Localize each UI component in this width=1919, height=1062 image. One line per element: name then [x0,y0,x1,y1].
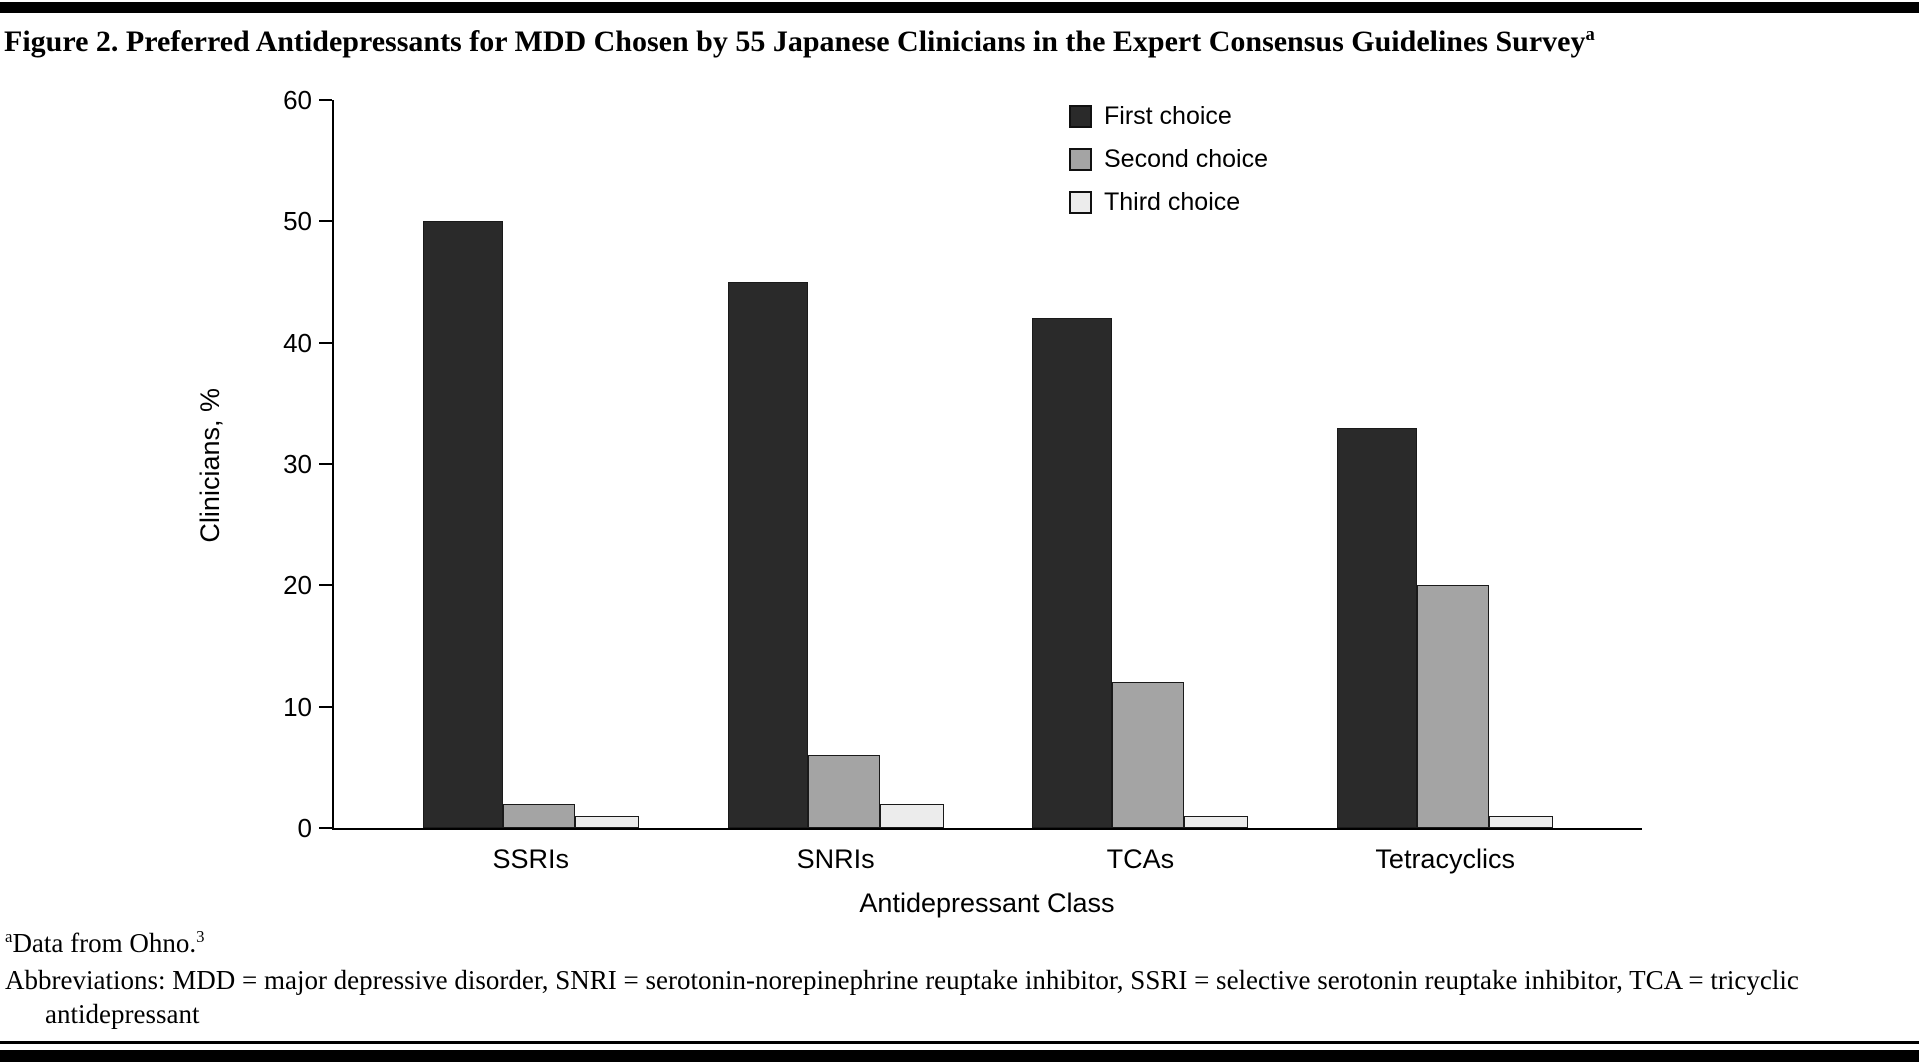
plot-area: First choice Second choice Third choice 0 1… [283,87,1642,874]
y-axis-title: Clinicians, % [194,387,225,543]
bar-group-tetracyclics: Tetracyclics [1337,100,1554,874]
footnote-source-text: Data from Ohno. [12,928,197,958]
x-axis-title: Antidepressant Class [859,888,1115,918]
legend-swatch [1069,105,1092,128]
figure-title-superscript: a [1585,24,1595,45]
footnote-source-reference: 3 [196,927,205,946]
bar-group-snris: SNRIs [727,100,944,874]
figure-title: Figure 2. Preferred Antidepressants for … [4,24,1909,60]
bar-second-choice [807,755,880,828]
y-tick [319,705,332,708]
legend-swatch [1069,148,1092,171]
top-rule [0,2,1919,13]
bottom-rules [0,1041,1919,1062]
legend-item: Second choice [1069,145,1268,174]
bar-group-tcas: TCAs [1032,100,1249,874]
footnotes: aData from Ohno.3 Abbreviations: MDD = m… [5,926,1909,1032]
y-tick [319,341,332,344]
y-tick [319,827,332,829]
y-tick-label: 10 [283,691,312,722]
legend: First choice Second choice Third choice [1069,102,1268,217]
y-tick [319,99,332,101]
legend-label: First choice [1104,102,1232,130]
bar-first-choice [1337,427,1418,828]
bar-second-choice [1112,682,1185,828]
legend-label: Second choice [1104,145,1269,173]
footnote-source: aData from Ohno.3 [5,926,1909,961]
legend-swatch [1069,191,1092,214]
bar-third-choice [574,815,639,828]
bar-third-choice [879,803,944,828]
bottom-rule-gap [0,1044,1919,1050]
y-tick-label: 20 [283,570,312,601]
bar-group-ssris: SSRIs [422,100,639,874]
y-tick [319,584,332,587]
figure-title-text: Figure 2. Preferred Antidepressants for … [4,25,1586,58]
legend-label: Third choice [1104,188,1241,216]
bar-first-choice [422,221,503,828]
chart-area: Clinicians, % First choice Second choice T… [0,66,1919,926]
x-tick-label: SSRIs [492,844,570,874]
y-tick-label: 30 [283,449,312,479]
y-axis-title-wrap: Clinicians, % [192,100,228,830]
y-tick-label: 60 [283,85,312,115]
footnote-abbreviations: Abbreviations: MDD = major depressive di… [5,964,1799,1030]
legend-item: First choice [1069,102,1268,131]
bar-third-choice [1489,815,1554,828]
y-tick-label: 50 [283,206,312,237]
x-tick-label: Tetracyclics [1375,844,1515,874]
bottom-rule-thick [0,1050,1919,1062]
y-tick-label: 0 [297,813,312,843]
y-tick [319,463,332,465]
bar-third-choice [1184,815,1249,828]
bar-first-choice [727,282,808,828]
x-tick-label: TCAs [1106,844,1175,874]
bottom-rule-thin [0,1041,1919,1044]
bar-second-choice [1417,585,1490,828]
bar-first-choice [1032,318,1113,828]
legend-item: Third choice [1069,188,1268,217]
y-tick [319,220,332,223]
footnote-source-superscript: a [5,927,13,946]
bar-second-choice [502,803,575,828]
y-tick-label: 40 [283,327,312,358]
x-tick-label: SNRIs [796,844,875,874]
